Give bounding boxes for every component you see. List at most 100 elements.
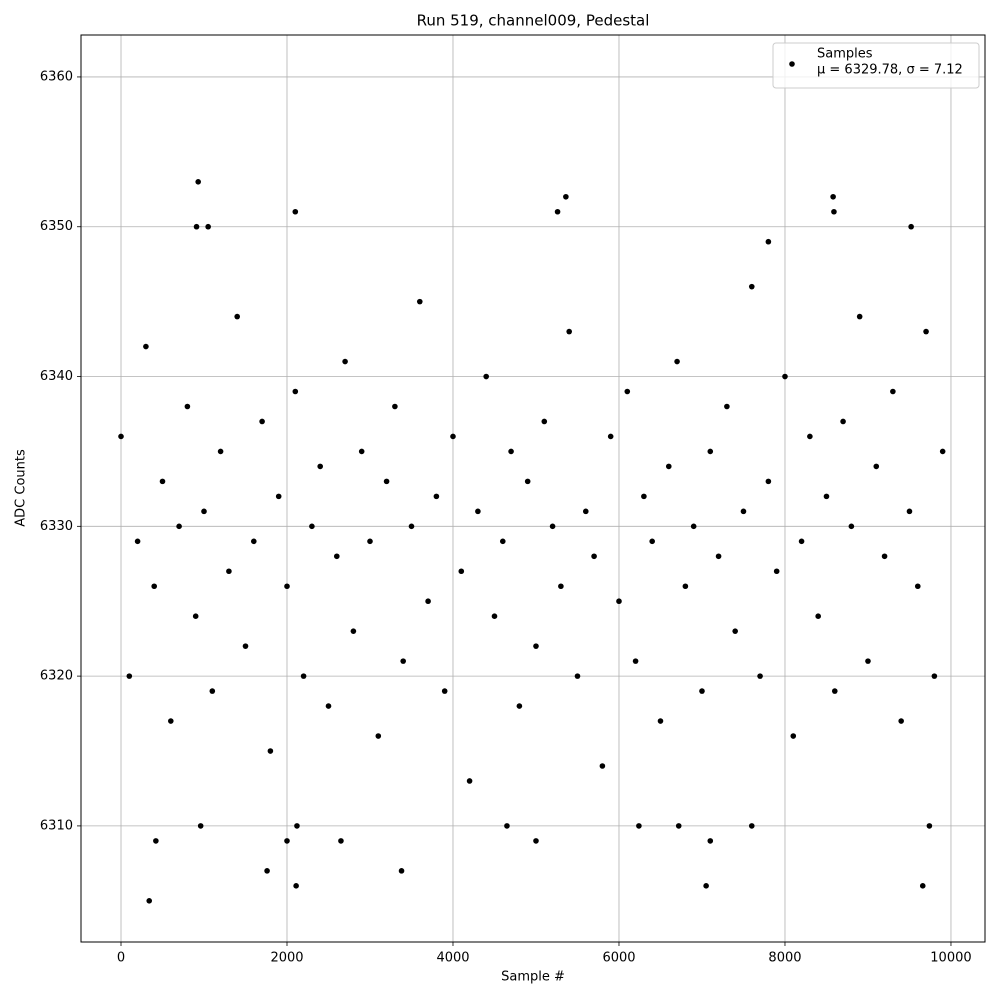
data-point: [300, 673, 307, 679]
data-point: [566, 328, 572, 335]
data-point: [201, 508, 207, 515]
data-point: [275, 493, 282, 500]
data-point: [250, 538, 257, 545]
data-point: [264, 868, 270, 874]
x-tick-label: 10000: [930, 951, 971, 966]
data-point: [649, 538, 655, 545]
data-point: [703, 883, 709, 889]
data-point: [890, 388, 896, 395]
data-point: [475, 508, 481, 515]
data-point: [292, 208, 299, 215]
data-point: [740, 508, 747, 515]
data-point: [898, 718, 904, 724]
data-point: [873, 463, 880, 470]
data-point: [914, 583, 921, 590]
data-point: [398, 868, 405, 874]
data-point: [118, 433, 124, 440]
data-point: [499, 538, 506, 545]
data-point: [433, 493, 440, 500]
x-tick-label: 6000: [602, 951, 635, 966]
data-point: [193, 223, 200, 230]
data-point: [541, 418, 548, 425]
data-point: [350, 628, 357, 634]
data-point: [466, 778, 473, 784]
data-point: [923, 328, 929, 335]
data-point: [504, 823, 510, 829]
legend-marker: [789, 61, 795, 67]
data-point: [674, 358, 680, 365]
data-point: [682, 583, 689, 590]
data-point: [574, 673, 581, 679]
data-point: [926, 823, 933, 829]
y-tick-label: 6330: [40, 519, 73, 534]
data-point: [392, 403, 398, 410]
data-point: [908, 223, 914, 230]
data-point: [549, 523, 556, 530]
data-point: [798, 538, 805, 545]
data-point: [558, 583, 564, 590]
legend-label: Samples: [817, 47, 873, 62]
data-point: [815, 613, 821, 619]
data-point: [309, 523, 315, 530]
data-point: [367, 538, 373, 545]
data-point: [939, 448, 946, 455]
y-tick-label: 6340: [40, 369, 73, 384]
data-point: [757, 673, 763, 679]
plot-frame: [80, 34, 986, 943]
data-point: [508, 448, 514, 455]
x-tick-label: 8000: [768, 951, 801, 966]
data-point: [919, 883, 926, 889]
data-point: [748, 283, 755, 290]
data-point: [830, 193, 836, 200]
data-point: [333, 553, 340, 560]
data-point: [338, 838, 344, 844]
y-tick-label: 6320: [40, 669, 73, 684]
data-point: [782, 373, 788, 380]
data-point: [425, 598, 431, 605]
data-point: [259, 418, 265, 425]
data-point: [441, 688, 448, 694]
data-point: [765, 478, 772, 485]
data-point: [599, 763, 606, 769]
data-point: [563, 193, 569, 200]
chart-title: Run 519, channel009, Pedestal: [417, 12, 650, 30]
x-tick-label: 4000: [436, 951, 469, 966]
data-point: [533, 643, 539, 649]
data-point: [143, 343, 149, 350]
data-point: [657, 718, 664, 724]
data-point: [267, 748, 274, 754]
data-point: [197, 823, 204, 829]
data-point: [293, 883, 299, 889]
data-point: [168, 718, 174, 724]
data-point: [632, 658, 639, 664]
data-point: [724, 403, 730, 410]
data-point: [624, 388, 631, 395]
data-point: [516, 703, 523, 709]
data-point: [375, 733, 382, 739]
x-tick-label: 2000: [270, 951, 303, 966]
data-point: [146, 898, 153, 904]
data-point: [217, 448, 224, 455]
data-point: [358, 448, 365, 455]
y-tick-label: 6360: [40, 69, 73, 84]
data-point: [582, 508, 589, 515]
data-point: [533, 838, 539, 844]
data-point: [807, 433, 813, 440]
data-point: [848, 523, 855, 530]
data-point: [294, 823, 300, 829]
data-point: [732, 628, 738, 634]
data-point: [554, 208, 561, 215]
data-point: [342, 358, 348, 365]
data-point: [765, 238, 772, 245]
data-point: [690, 523, 697, 530]
data-point: [317, 463, 323, 470]
data-point: [707, 448, 714, 455]
data-point: [226, 568, 232, 575]
data-point: [675, 823, 682, 829]
data-point: [400, 658, 406, 664]
data-point: [205, 223, 211, 230]
data-point: [790, 733, 797, 739]
data-point: [184, 403, 191, 410]
